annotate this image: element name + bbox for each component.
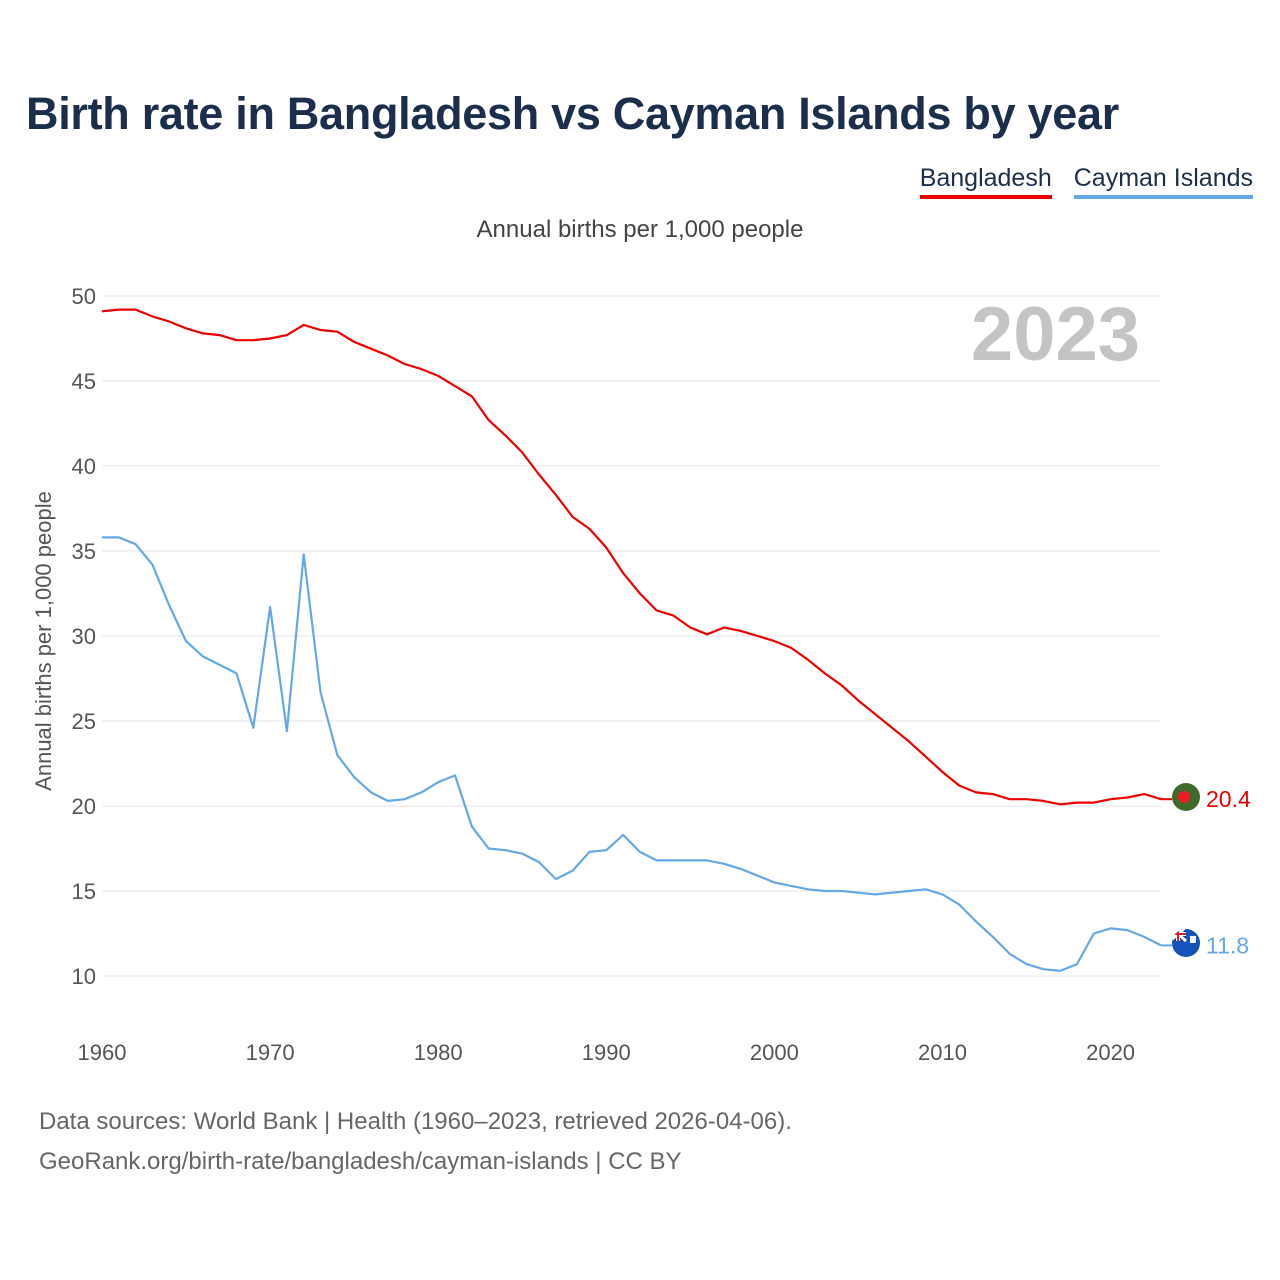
end-value-label-bangladesh: 20.4 xyxy=(1206,786,1251,812)
chart-title: Birth rate in Bangladesh vs Cayman Islan… xyxy=(26,88,1119,139)
end-value-label-cayman-islands: 11.8 xyxy=(1206,932,1249,958)
series-line-cayman-islands[interactable] xyxy=(102,536,1162,973)
y-tick-label: 10 xyxy=(72,964,96,989)
footer-url[interactable]: GeoRank.org/birth-rate/bangladesh/cayman… xyxy=(39,1148,682,1175)
x-tick-label: 2020 xyxy=(1086,1040,1135,1065)
y-tick-label: 45 xyxy=(72,369,96,394)
x-tick-label: 1960 xyxy=(78,1040,127,1065)
footer-sources: Data sources: World Bank | Health (1960–… xyxy=(39,1108,792,1135)
x-tick-label: 1980 xyxy=(414,1040,463,1065)
x-tick-label: 2000 xyxy=(750,1040,799,1065)
x-tick-label: 1990 xyxy=(582,1040,631,1065)
legend-item-bangladesh[interactable]: Bangladesh xyxy=(919,164,1052,199)
y-tick-label: 30 xyxy=(72,624,96,649)
year-watermark: 2023 xyxy=(971,292,1140,377)
y-tick-label: 50 xyxy=(72,284,96,309)
bangladesh-flag-icon xyxy=(1172,783,1200,811)
y-tick-label: 25 xyxy=(72,709,96,734)
y-tick-label: 35 xyxy=(72,539,96,564)
x-tick-label: 1970 xyxy=(246,1040,295,1065)
chart-subtitle: Annual births per 1,000 people xyxy=(476,216,804,243)
y-tick-label: 40 xyxy=(72,454,96,479)
y-tick-label: 20 xyxy=(72,794,96,819)
cayman-islands-flag-icon xyxy=(1172,929,1200,957)
legend-item-cayman-islands[interactable]: Cayman Islands xyxy=(1073,164,1253,199)
y-tick-label: 15 xyxy=(72,879,96,904)
legend: Bangladesh Cayman Islands xyxy=(919,164,1253,199)
series-line-bangladesh[interactable] xyxy=(101,308,1162,806)
x-tick-label: 2010 xyxy=(918,1040,967,1065)
y-axis-label: Annual births per 1,000 people xyxy=(31,491,56,791)
